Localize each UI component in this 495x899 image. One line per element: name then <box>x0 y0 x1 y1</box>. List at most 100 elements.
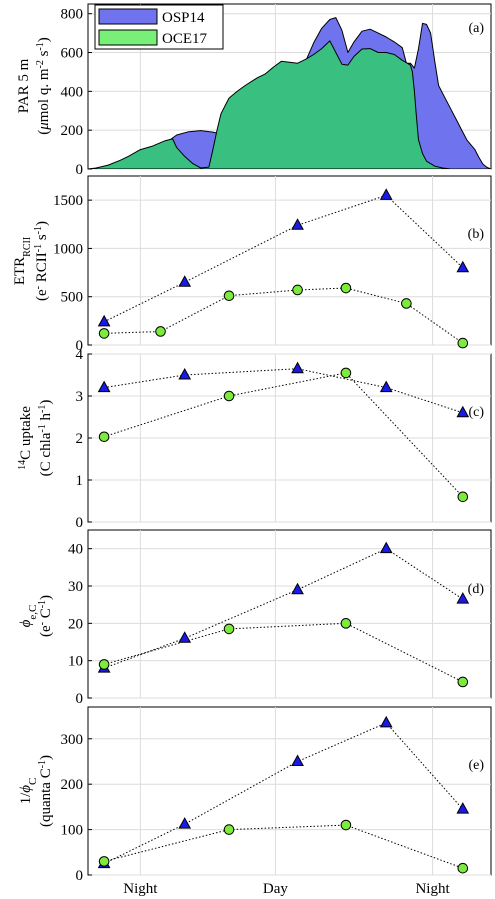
ytick-label-d-4: 40 <box>68 542 83 558</box>
ytick-label-b-3: 1500 <box>53 193 83 209</box>
ylabel-d-line2: (e- C-1) <box>37 595 55 637</box>
marker-oce17-b-5 <box>401 298 412 309</box>
panel-d: 0 10 20 30 40 (d) ϕe,C (e- C-1) <box>18 529 492 707</box>
marker-osp14-d-4 <box>456 592 470 604</box>
marker-osp14-e-3 <box>379 715 393 728</box>
panel-d-frame <box>87 529 492 699</box>
marker-osp14-d-1 <box>178 631 192 643</box>
ytick-label-e-2: 200 <box>61 777 84 793</box>
ylabel-c-line1: 14C uptake <box>17 406 35 470</box>
ylabel-e-line2: (quanta C-1) <box>37 755 55 827</box>
ylabel-e: 1/ϕC (quanta C-1) <box>18 755 54 827</box>
series-line-osp14-b <box>103 194 464 323</box>
ylabel-c: 14C uptake (C chla-1 h-1) <box>17 400 55 477</box>
panel-label-a: (a) <box>468 21 484 36</box>
series-line-osp14-e <box>103 722 464 865</box>
ytick-label-a-4: 800 <box>61 7 84 23</box>
marker-oce17-d-1 <box>223 623 235 635</box>
marker-oce17-d-3 <box>457 676 469 688</box>
marker-osp14-c-1 <box>178 367 192 380</box>
marker-oce17-c-1 <box>223 390 235 402</box>
marker-oce17-e-1 <box>223 824 235 835</box>
ytick-label-d-3: 30 <box>68 579 83 595</box>
xtick-label-0: Night <box>123 881 158 897</box>
ylabel-b-line1: ETRRCII <box>12 237 33 285</box>
ytick-label-c-4: 4 <box>76 347 84 363</box>
ylabel-a-line1: PAR 5 m <box>16 58 32 113</box>
panel-e-frame <box>87 706 492 876</box>
ytick-label-d-1: 10 <box>68 654 83 670</box>
marker-osp14-b-2 <box>291 218 304 230</box>
panel-b-frame <box>87 175 492 346</box>
ylabel-d-line1: ϕe,C <box>18 605 39 628</box>
marker-osp14-c-0 <box>97 380 111 393</box>
ytick-label-b-0: 0 <box>76 338 84 354</box>
marker-osp14-b-3 <box>379 188 393 200</box>
xtick-label-1: Day <box>263 881 288 897</box>
ytick-label-c-3: 3 <box>76 389 84 405</box>
marker-oce17-e-0 <box>98 856 110 867</box>
legend-label-osp14: OSP14 <box>162 10 205 26</box>
marker-oce17-b-6 <box>457 337 469 349</box>
area-oce17 <box>88 40 491 169</box>
marker-oce17-e-3 <box>457 862 469 874</box>
ytick-label-c-1: 1 <box>76 473 84 489</box>
ylabel-e-line1: 1/ϕC <box>18 778 39 805</box>
series-line-oce17-e <box>103 824 463 869</box>
ylabel-d: ϕe,C (e- C-1) <box>18 595 54 637</box>
ytick-label-e-0: 0 <box>76 868 84 884</box>
ytick-label-d-0: 0 <box>76 691 84 707</box>
ylabel-a-units: (μmol q. m-2 s-1) <box>35 37 53 135</box>
marker-oce17-b-4 <box>340 282 352 294</box>
ylabel-b: ETRRCII (e- RCII-1 s-1) <box>12 221 50 301</box>
panel-label-b: (b) <box>468 227 485 242</box>
marker-oce17-c-0 <box>98 431 110 443</box>
marker-osp14-c-2 <box>291 361 304 374</box>
ylabel-c-line2: (C chla-1 h-1) <box>37 400 55 477</box>
marker-osp14-d-2 <box>291 582 304 595</box>
panel-b: 0 500 1000 1500 (b) ETRRCII (e- RCII-1 s-1) <box>12 175 492 354</box>
marker-oce17-b-1 <box>155 326 166 337</box>
ylabel-b-line2: (e- RCII-1 s-1) <box>33 221 51 301</box>
ytick-label-a-0: 0 <box>76 162 84 178</box>
marker-osp14-b-1 <box>178 275 192 287</box>
marker-oce17-b-2 <box>223 290 235 302</box>
marker-oce17-c-2 <box>340 367 352 379</box>
series-line-osp14-d <box>103 548 464 669</box>
marker-osp14-e-2 <box>291 754 304 766</box>
panel-e: 0 100 200 300 (e) 1/ϕC (quanta C-1) <box>18 706 492 884</box>
marker-oce17-c-3 <box>457 491 469 503</box>
ytick-label-b-2: 1000 <box>53 241 83 257</box>
marker-oce17-e-2 <box>340 819 352 831</box>
ylabel-a-line2: (μmol q. m-2 s-1) <box>35 37 53 135</box>
ytick-label-c-2: 2 <box>76 431 84 447</box>
ytick-label-a-2: 400 <box>61 84 84 100</box>
legend-label-oce17: OCE17 <box>162 31 208 47</box>
ytick-label-c-0: 0 <box>76 515 84 531</box>
panel-label-c: (c) <box>468 405 484 420</box>
legend-swatch-osp14 <box>98 8 158 25</box>
ytick-label-a-1: 200 <box>61 123 84 139</box>
marker-osp14-b-0 <box>97 314 111 327</box>
marker-osp14-c-3 <box>379 380 393 393</box>
marker-oce17-d-0 <box>98 659 110 670</box>
panel-c: 0 1 2 3 4 (c) 14C uptake (C chla-1 h-1) <box>17 347 492 531</box>
panel-label-e: (e) <box>468 758 484 773</box>
marker-osp14-d-3 <box>379 541 393 554</box>
xtick-label-2: Night <box>415 881 450 897</box>
panel-a: 0 200 400 600 800 (a) PAR 5 m (μmol q. m-2 s… <box>16 3 492 178</box>
ytick-label-a-3: 600 <box>61 46 84 62</box>
ytick-label-b-1: 500 <box>61 290 84 306</box>
marker-osp14-c-4 <box>456 405 470 418</box>
ytick-label-d-2: 20 <box>68 616 83 632</box>
marker-osp14-b-4 <box>456 260 470 273</box>
ylabel-a-text: PAR 5 m <box>16 58 32 113</box>
legend: OSP14 OCE17 <box>94 4 224 50</box>
marker-oce17-b-3 <box>292 284 303 296</box>
ylabel-a: PAR 5 m (μmol q. m-2 s-1) <box>16 37 52 135</box>
series-line-oce17-d <box>103 622 464 683</box>
ytick-label-e-1: 100 <box>61 823 84 839</box>
marker-oce17-d-2 <box>340 618 352 629</box>
series-line-osp14-c <box>104 368 463 414</box>
